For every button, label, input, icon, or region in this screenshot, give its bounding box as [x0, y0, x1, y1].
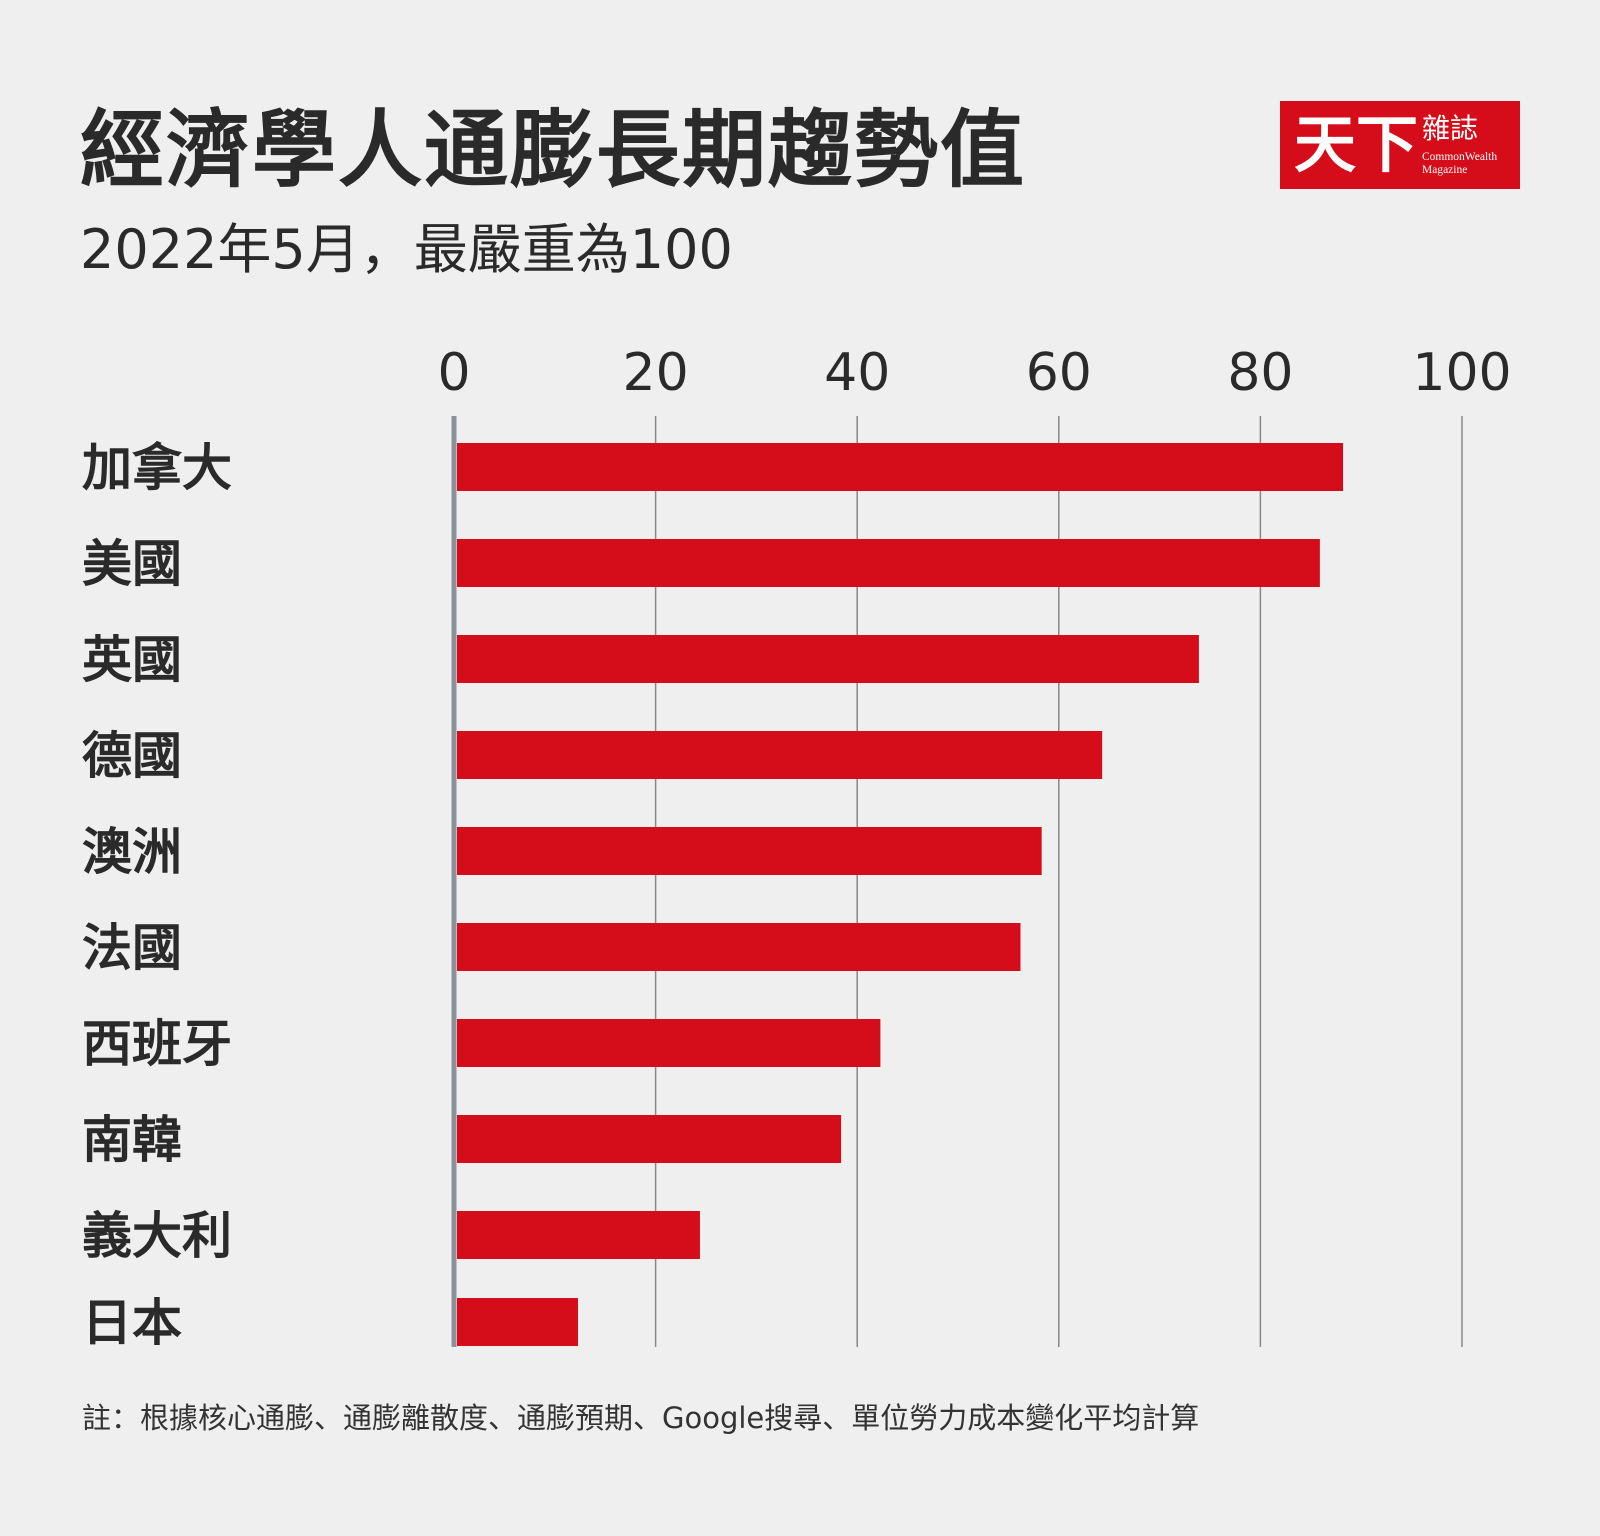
category-label: 南韓: [82, 1111, 182, 1169]
bar: [457, 635, 1199, 683]
logo-main: 天下: [1294, 108, 1419, 181]
category-label: 西班牙: [82, 1015, 232, 1073]
x-tick-label: 20: [623, 343, 689, 403]
bar: [457, 443, 1344, 491]
category-label: 英國: [82, 631, 182, 689]
chart-subtitle: 2022年5月，最嚴重為100: [80, 218, 733, 281]
category-label: 加拿大: [82, 439, 232, 497]
logo-en: CommonWealth Magazine: [1422, 151, 1498, 176]
bar: [457, 1115, 842, 1163]
commonwealth-logo: 天下 雜誌 CommonWealth Magazine: [1280, 101, 1520, 189]
bar: [457, 1211, 700, 1259]
logo-zh: 雜誌: [1422, 112, 1479, 145]
footnote: 註：根據核心通膨、通膨離散度、通膨預期、Google搜尋、單位勞力成本變化平均計…: [82, 1401, 1200, 1435]
bar: [457, 731, 1103, 779]
bar: [457, 1298, 578, 1346]
chart-title: 經濟學人通膨長期趨勢值: [80, 101, 1027, 199]
x-tick-label: 60: [1026, 343, 1092, 403]
x-tick-label: 100: [1412, 343, 1511, 403]
category-label: 澳洲: [82, 823, 182, 881]
category-label: 美國: [82, 535, 182, 593]
x-tick-label: 40: [824, 343, 890, 403]
x-tick-label: 0: [437, 343, 470, 403]
bar: [457, 923, 1021, 971]
bar: [457, 1019, 881, 1067]
bar: [457, 539, 1320, 587]
category-label: 日本: [82, 1294, 182, 1352]
category-label: 德國: [82, 727, 182, 785]
bar: [457, 827, 1042, 875]
category-label: 法國: [82, 919, 182, 977]
x-tick-label: 80: [1227, 343, 1293, 403]
category-label: 義大利: [82, 1207, 232, 1265]
